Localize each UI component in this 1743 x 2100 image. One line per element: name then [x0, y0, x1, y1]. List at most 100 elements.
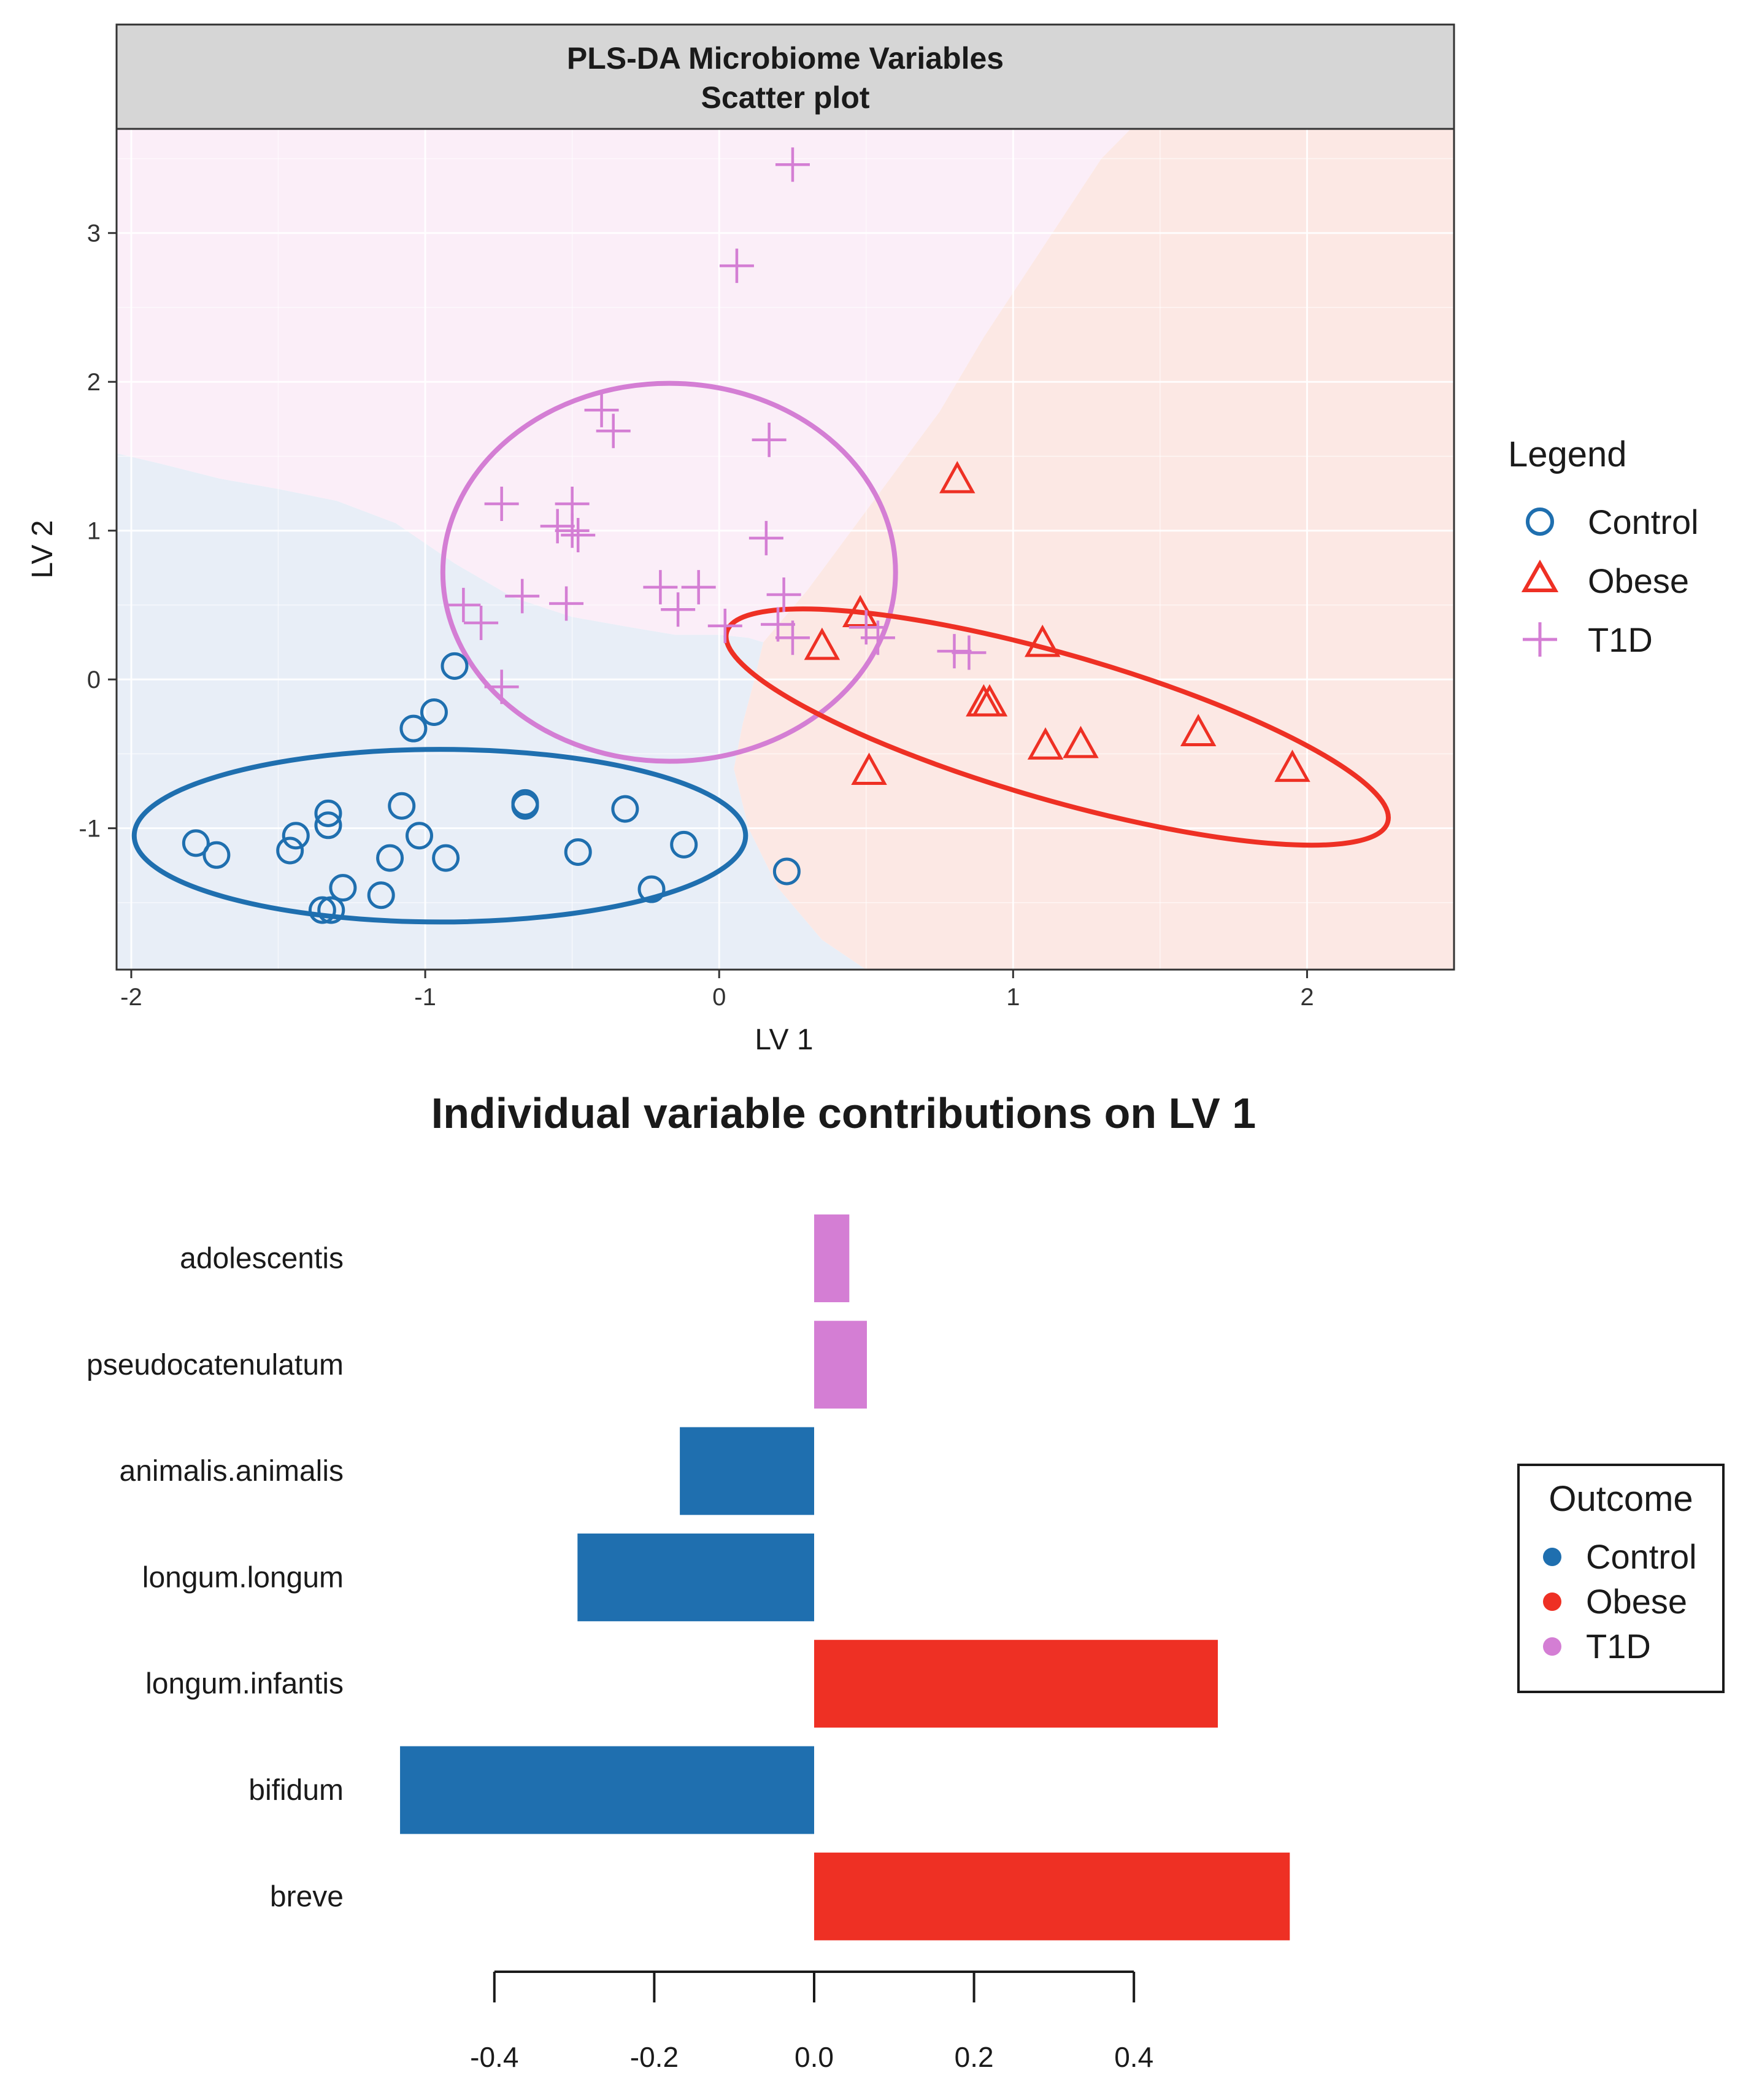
ellipse-control: [131, 747, 748, 925]
point-obese: [1180, 714, 1217, 746]
bar-animalis-animalis: [680, 1427, 814, 1515]
point-t1d: [549, 586, 584, 621]
point-control: [329, 874, 357, 902]
point-obese: [939, 461, 975, 493]
y-tick-label: 1: [87, 518, 101, 545]
point-control: [388, 792, 416, 820]
legend-control-circle-icon: [1526, 508, 1554, 536]
point-control: [308, 896, 336, 924]
bar-legend-t1d-dot-icon: [1543, 1637, 1561, 1656]
point-control: [314, 811, 342, 840]
point-t1d: [766, 577, 801, 612]
legend-t1d-plus-icon: [1523, 622, 1557, 657]
point-t1d: [584, 393, 619, 428]
point-t1d: [661, 592, 696, 627]
point-control: [376, 844, 404, 872]
point-control: [432, 844, 460, 872]
y-tick-label: -1: [79, 816, 101, 843]
bar-bifidum: [400, 1746, 814, 1834]
point-t1d: [555, 513, 590, 548]
legend-obese-triangle-icon: [1521, 559, 1559, 592]
bar-x-tick-label: -0.4: [470, 2041, 518, 2073]
point-control: [637, 875, 666, 903]
y-axis-label: LV 2: [26, 520, 59, 578]
point-control: [441, 652, 469, 680]
point-t1d: [446, 587, 481, 622]
category-label: breve: [270, 1880, 344, 1913]
point-t1d: [643, 569, 678, 604]
point-t1d: [748, 520, 783, 555]
point-control: [772, 857, 801, 886]
confidence-ellipses: [131, 380, 1391, 925]
point-t1d: [596, 414, 631, 449]
point-t1d: [775, 620, 810, 655]
x-tick-label: -1: [414, 984, 436, 1011]
bar-adolescentis: [814, 1214, 850, 1302]
point-control: [420, 698, 448, 727]
point-t1d: [484, 487, 519, 522]
x-tick-label: -2: [120, 984, 142, 1011]
x-tick-label: 1: [1006, 984, 1020, 1011]
scatter-points: [182, 147, 1310, 924]
point-obese: [1063, 725, 1099, 759]
ellipse-t1d: [440, 380, 898, 764]
category-labels: adolescentis pseudocatenulatum animalis.an…: [87, 1243, 344, 1913]
point-t1d: [484, 670, 519, 705]
point-t1d: [681, 569, 716, 604]
bar-x-axis: -0.4 -0.2 0.0 0.2 0.4: [470, 1971, 1153, 2073]
category-label: bifidum: [248, 1774, 344, 1807]
bar-x-tick-label: -0.2: [630, 2041, 679, 2073]
legend-obese-label: Obese: [1588, 562, 1689, 600]
bar-legend-control-dot-icon: [1543, 1548, 1561, 1566]
point-t1d: [561, 517, 596, 552]
y-tick-label: 0: [87, 666, 101, 693]
bar-legend-obese-dot-icon: [1543, 1592, 1561, 1611]
bar-longum-infantis: [814, 1640, 1218, 1728]
scatter-title: PLS-DA Microbiome Variables: [567, 41, 1004, 75]
point-control: [314, 799, 342, 827]
bar-chart-title: Individual variable contributions on LV …: [431, 1089, 1256, 1137]
point-t1d: [707, 608, 742, 643]
point-control: [611, 795, 639, 823]
strip-background: [115, 23, 1455, 130]
bar-panel: Individual variable contributions on LV …: [87, 1089, 1725, 2073]
point-obese: [971, 684, 1008, 717]
x-axis-label: LV 1: [755, 1024, 813, 1056]
bar-legend: Outcome Control Obese T1D: [1517, 1464, 1725, 1693]
point-control: [317, 896, 345, 924]
point-obese: [1274, 749, 1310, 782]
point-obese: [1024, 624, 1061, 657]
point-control: [405, 822, 433, 850]
region-obese: [734, 129, 1454, 970]
bar-legend-t1d-label: T1D: [1586, 1627, 1651, 1666]
bar-legend-obese-label: Obese: [1586, 1582, 1687, 1621]
bar-x-tick-label: 0.4: [1114, 2041, 1153, 2073]
point-control: [670, 830, 698, 859]
plot-border: [115, 128, 1455, 971]
scatter-panel: PLS-DA Microbiome Variables Scatter plot…: [26, 23, 1699, 1056]
bars: [400, 1214, 1290, 1940]
point-t1d: [540, 509, 575, 544]
legend-t1d-label: T1D: [1588, 620, 1653, 659]
region-control: [117, 453, 866, 970]
point-t1d: [775, 147, 810, 182]
bar-legend-title: Outcome: [1549, 1479, 1693, 1519]
point-obese: [1027, 727, 1064, 760]
scatter-legend-title: Legend: [1508, 434, 1627, 474]
scatter-axes: -2 -1 0 1 2 -1 0 1 2 3: [79, 220, 1314, 1011]
point-obese: [804, 627, 841, 660]
point-control: [276, 836, 304, 865]
point-obese: [851, 752, 887, 786]
point-control: [399, 714, 428, 743]
point-control: [182, 829, 210, 857]
x-tick-label: 0: [712, 984, 726, 1011]
point-control: [202, 841, 231, 869]
category-label: longum.infantis: [145, 1668, 344, 1700]
bar-longum-longum: [577, 1533, 814, 1621]
y-tick-label: 3: [87, 220, 101, 247]
point-t1d: [952, 635, 987, 670]
gridlines: [117, 129, 1454, 970]
point-t1d: [937, 634, 972, 669]
bar-breve: [814, 1852, 1290, 1940]
